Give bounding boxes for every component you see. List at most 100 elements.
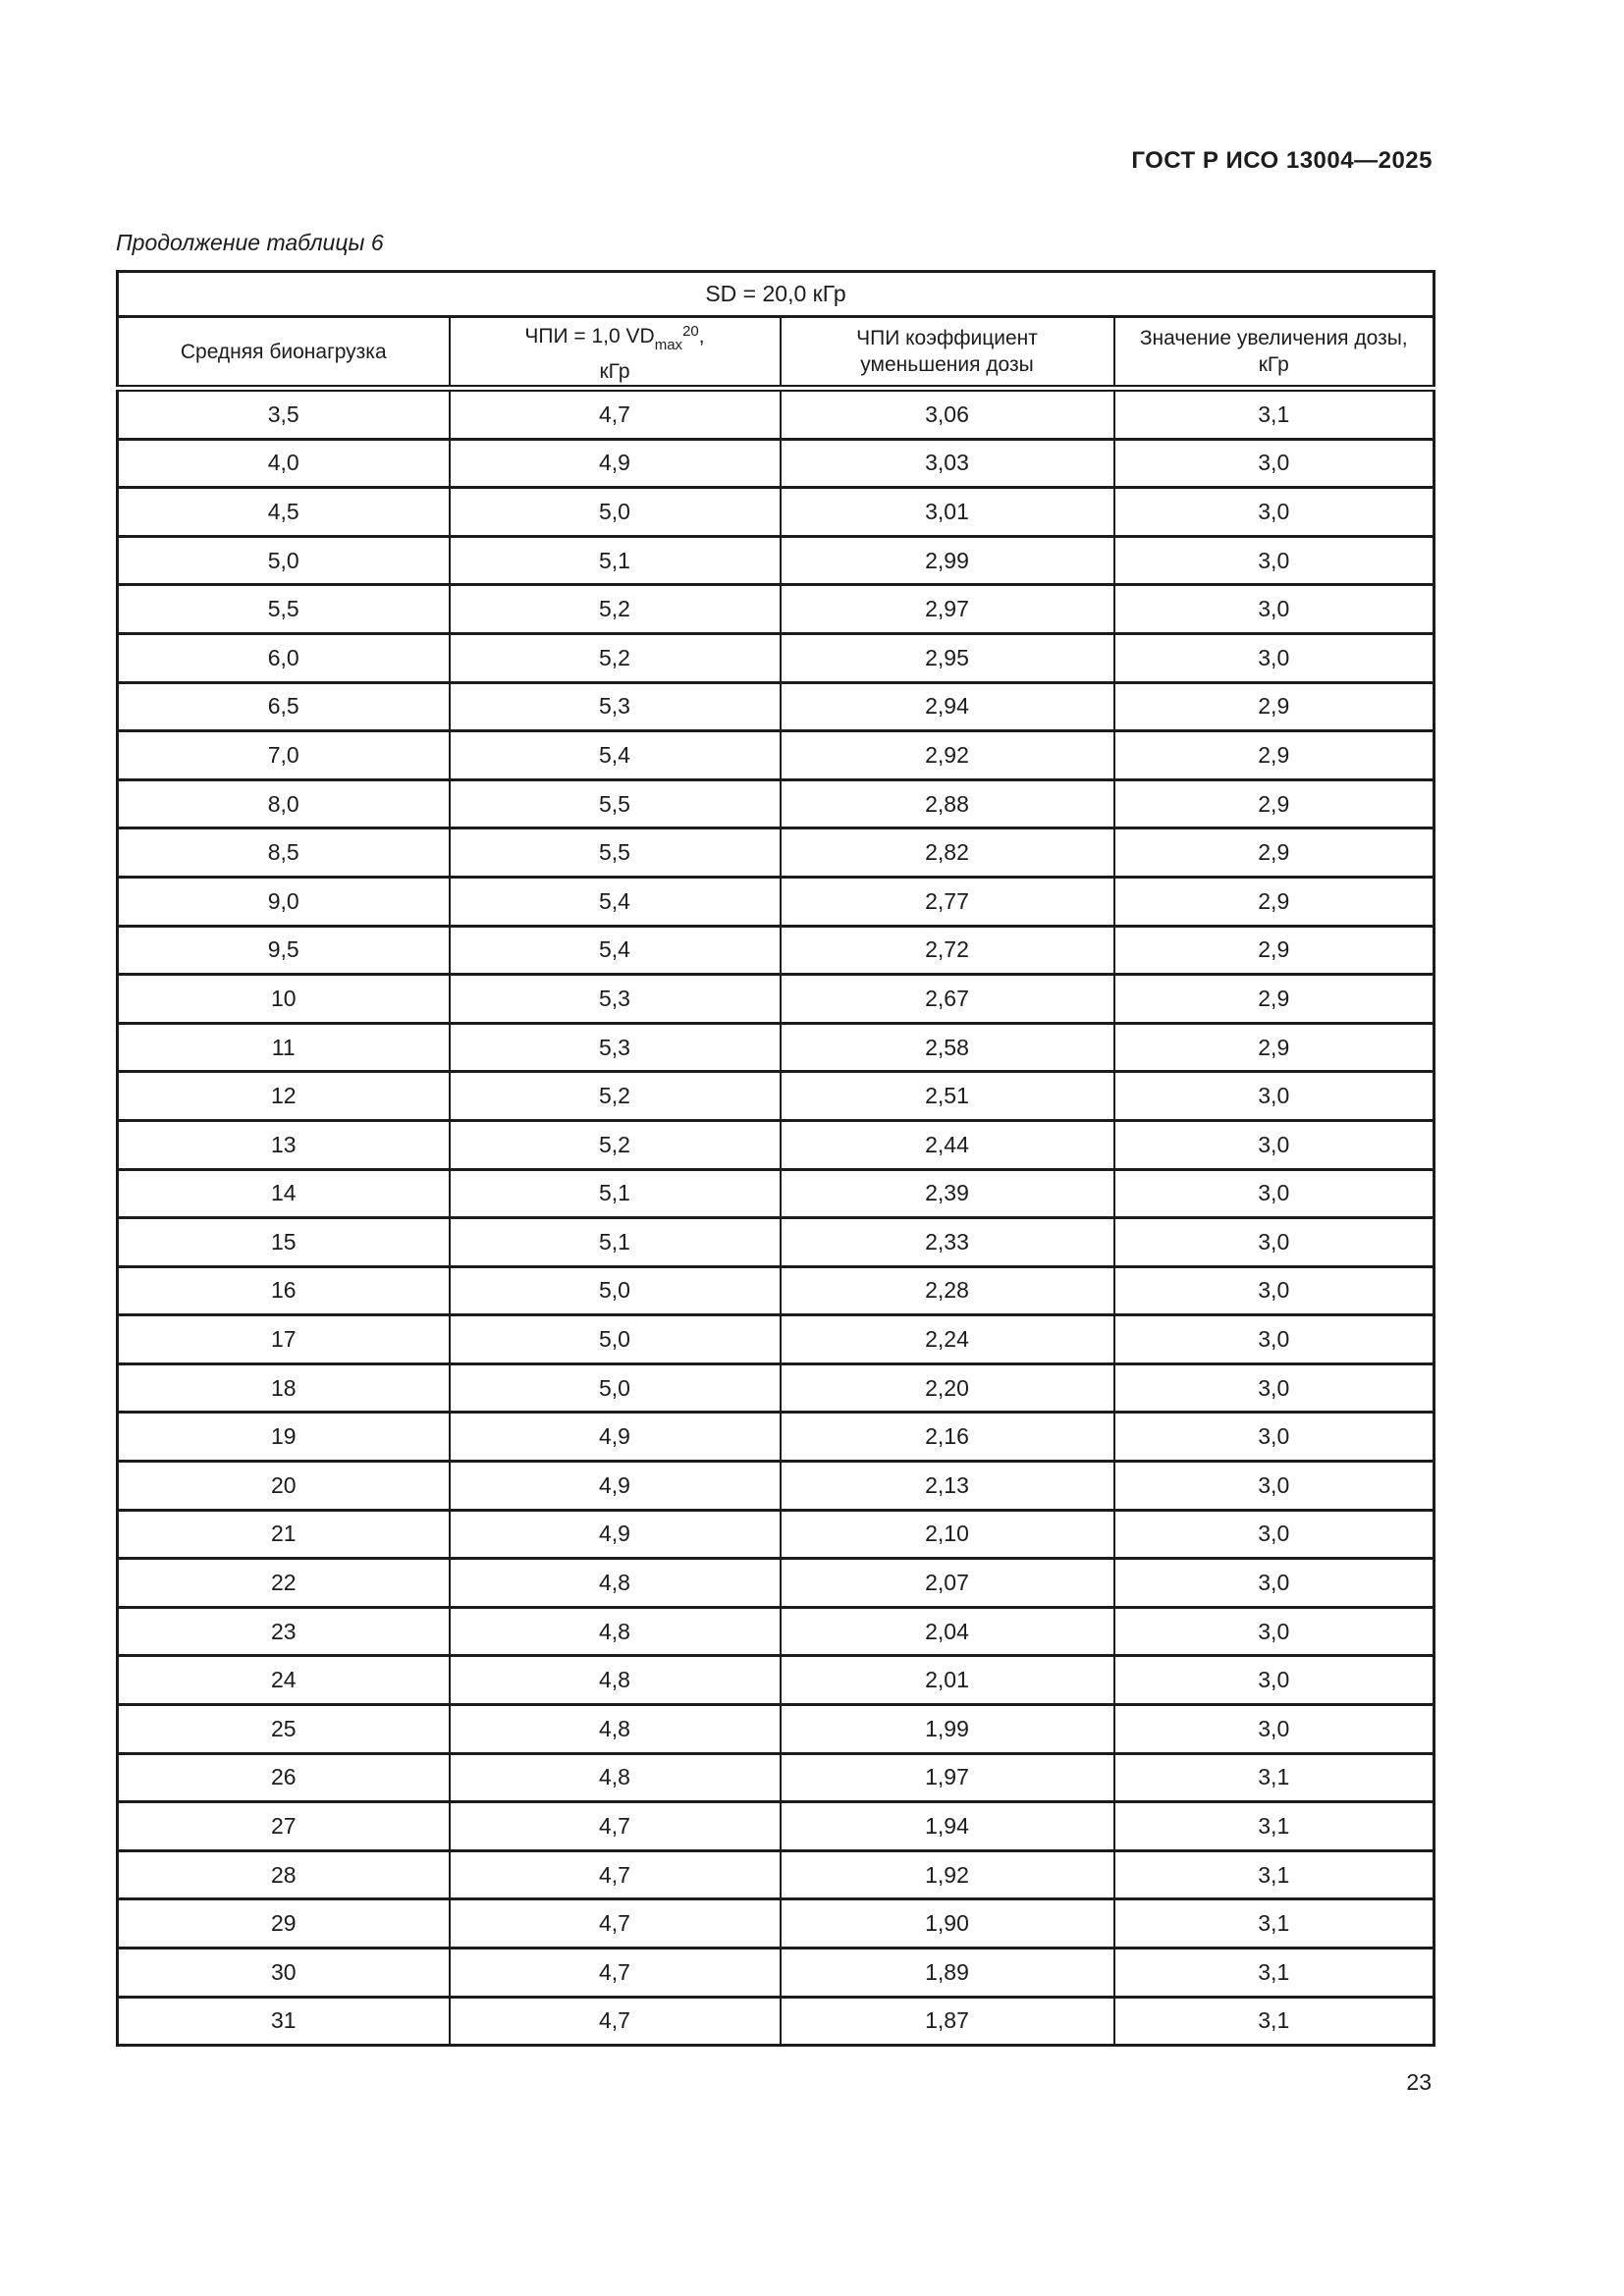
table-cell: 5,5 — [116, 583, 451, 635]
table-cell: 11 — [116, 1021, 451, 1074]
dose-increase-line2: кГр — [1258, 353, 1289, 376]
table-cell: 3,03 — [779, 437, 1115, 490]
table-cell: 3,0 — [1112, 1460, 1435, 1512]
table-cell: 2,10 — [779, 1508, 1115, 1561]
table-cell: 3,0 — [1112, 1167, 1435, 1220]
table-row: 8,5 5,5 2,82 2,9 — [116, 827, 1435, 879]
table-cell: 6,5 — [116, 680, 451, 733]
table-cell: 2,67 — [779, 973, 1115, 1025]
table-row: 28 4,7 1,92 3,1 — [116, 1848, 1435, 1901]
table-cell: 2,92 — [779, 729, 1115, 781]
table-cell: 4,9 — [448, 1508, 782, 1561]
table-cell: 1,87 — [779, 1995, 1115, 2048]
table-row: 13 5,2 2,44 3,0 — [116, 1118, 1435, 1171]
table-cell: 4,7 — [448, 1947, 782, 1999]
table-cell: 5,2 — [448, 1118, 782, 1171]
table-cell: 1,99 — [779, 1703, 1115, 1755]
table-row: 29 4,7 1,90 3,1 — [116, 1897, 1435, 1949]
table-cell: 5,0 — [448, 1264, 782, 1317]
table-cell: 3,0 — [1112, 1313, 1435, 1365]
table-cell: 4,8 — [448, 1703, 782, 1755]
dose-increase-line1: Значение увеличения дозы, — [1139, 327, 1408, 349]
table-cell: 3,1 — [1112, 387, 1435, 441]
table-row: 18 5,0 2,20 3,0 — [116, 1362, 1435, 1415]
table-cell: 2,88 — [779, 777, 1115, 830]
table-cell: 2,01 — [779, 1654, 1115, 1707]
column-header-row: Средняя бионагрузка ЧПИ = 1,0 VDmax20, к… — [116, 315, 1435, 392]
table-cell: 2,82 — [779, 827, 1115, 879]
table-row: 20 4,9 2,13 3,0 — [116, 1460, 1435, 1512]
table-row: 11 5,3 2,58 2,9 — [116, 1021, 1435, 1074]
table-cell: 5,1 — [448, 1167, 782, 1220]
table-row: 9,5 5,4 2,72 2,9 — [116, 924, 1435, 977]
table-cell: 2,51 — [779, 1070, 1115, 1122]
table-cell: 4,7 — [448, 1800, 782, 1852]
table-cell: 3,0 — [1112, 1411, 1435, 1464]
table-cell: 2,13 — [779, 1460, 1115, 1512]
table-row: 22 4,8 2,07 3,0 — [116, 1557, 1435, 1609]
table-row: 23 4,8 2,04 3,0 — [116, 1605, 1435, 1658]
table-cell: 28 — [116, 1848, 451, 1901]
chpi-vdmax-suffix: , — [698, 325, 705, 347]
table-cell: 2,07 — [779, 1557, 1115, 1609]
table-cell: 2,33 — [779, 1216, 1115, 1268]
table-row: 17 5,0 2,24 3,0 — [116, 1313, 1435, 1365]
table-cell: 3,0 — [1112, 1216, 1435, 1268]
table-cell: 5,4 — [448, 924, 782, 977]
table-cell: 2,97 — [779, 583, 1115, 635]
table-cell: 8,5 — [116, 827, 451, 879]
table-row: 31 4,7 1,87 3,1 — [116, 1995, 1435, 2048]
table-cell: 4,9 — [448, 437, 782, 490]
column-header-dose-increase: Значение увеличения дозы, кГр — [1112, 315, 1435, 392]
table-cell: 2,9 — [1112, 924, 1435, 977]
table-cell: 4,7 — [448, 1897, 782, 1949]
table-cell: 3,0 — [1112, 631, 1435, 684]
table-row: 6,5 5,3 2,94 2,9 — [116, 680, 1435, 733]
table-cell: 2,28 — [779, 1264, 1115, 1317]
table-cell: 4,8 — [448, 1557, 782, 1609]
table-cell: 5,0 — [448, 1362, 782, 1415]
table-cell: 21 — [116, 1508, 451, 1561]
table-cell: 3,0 — [1112, 534, 1435, 587]
table-cell: 5,3 — [448, 680, 782, 733]
chpi-vdmax-prefix: ЧПИ = 1,0 VD — [524, 325, 655, 347]
column-header-bioburden: Средняя бионагрузка — [116, 315, 451, 392]
table-cell: 17 — [116, 1313, 451, 1365]
table-cell: 2,9 — [1112, 973, 1435, 1025]
dose-reduction-line1: ЧПИ коэффициент — [856, 327, 1038, 349]
table-cell: 2,99 — [779, 534, 1115, 587]
table-row: 16 5,0 2,28 3,0 — [116, 1264, 1435, 1317]
table-cell: 3,1 — [1112, 1947, 1435, 1999]
table-cell: 25 — [116, 1703, 451, 1755]
table-cell: 3,1 — [1112, 1800, 1435, 1852]
table-cell: 22 — [116, 1557, 451, 1609]
table-cell: 5,2 — [448, 583, 782, 635]
table-row: 27 4,7 1,94 3,1 — [116, 1800, 1435, 1852]
table-cell: 3,0 — [1112, 1557, 1435, 1609]
table-cell: 5,3 — [448, 1021, 782, 1074]
table-cell: 9,0 — [116, 875, 451, 928]
table-cell: 2,9 — [1112, 680, 1435, 733]
table-cell: 5,4 — [448, 875, 782, 928]
table-row: 26 4,8 1,97 3,1 — [116, 1751, 1435, 1804]
table-cell: 3,0 — [1112, 1070, 1435, 1122]
table-cell: 13 — [116, 1118, 451, 1171]
table-cell: 9,5 — [116, 924, 451, 977]
table-cell: 2,04 — [779, 1605, 1115, 1658]
column-header-chpi-vdmax: ЧПИ = 1,0 VDmax20, кГр — [448, 315, 782, 392]
table-cell: 15 — [116, 1216, 451, 1268]
table-cell: 5,5 — [448, 777, 782, 830]
table-cell: 4,5 — [116, 486, 451, 538]
table-cell: 5,0 — [448, 486, 782, 538]
table-cell: 5,4 — [448, 729, 782, 781]
table-cell: 5,1 — [448, 1216, 782, 1268]
chpi-vdmax-subscript: max — [654, 337, 683, 353]
table-row: 21 4,9 2,10 3,0 — [116, 1508, 1435, 1561]
table-cell: 2,9 — [1112, 1021, 1435, 1074]
table-cell: 5,2 — [448, 631, 782, 684]
table-row: 7,0 5,4 2,92 2,9 — [116, 729, 1435, 781]
table-cell: 5,3 — [448, 973, 782, 1025]
table-cell: 3,0 — [1112, 1264, 1435, 1317]
table-row: 8,0 5,5 2,88 2,9 — [116, 777, 1435, 830]
